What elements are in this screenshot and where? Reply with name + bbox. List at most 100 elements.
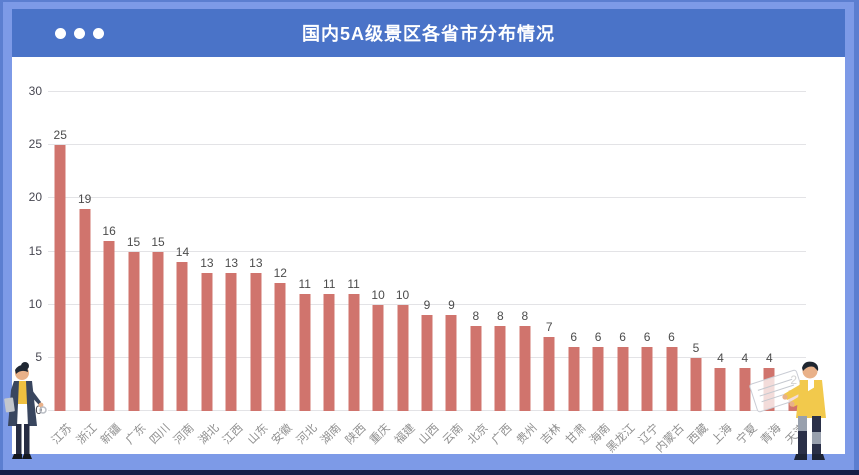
bar-浙江: [79, 208, 91, 411]
bar-slot: 8: [513, 92, 537, 411]
bar-slot: 13: [195, 92, 219, 411]
title-bar: 国内5A级景区各省市分布情况: [12, 9, 845, 57]
bar-value-label: 10: [395, 287, 410, 302]
bar-slot: 8: [464, 92, 488, 411]
bar-宁夏: [739, 368, 751, 411]
bar-slot: 11: [317, 92, 341, 411]
bar-内蒙古: [666, 347, 677, 411]
bar-value-label: 12: [273, 266, 287, 281]
woman-with-notebook-illustration: [4, 362, 47, 459]
bar-新疆: [103, 240, 115, 411]
y-tick-label: 20: [28, 190, 42, 205]
bar-slot: 13: [219, 92, 243, 411]
gridline: [48, 144, 806, 146]
bar-slot: 19: [72, 92, 96, 411]
bar-value-label: 4: [741, 351, 749, 366]
bar-河南: [176, 262, 188, 411]
bar-四川: [152, 251, 164, 411]
y-tick-label: 30: [28, 84, 42, 98]
bar-江苏: [54, 145, 66, 411]
bar-value-label: 4: [765, 351, 773, 366]
bar-slot: 15: [121, 92, 145, 411]
bar-slot: 6: [635, 92, 659, 411]
window-dot-icon[interactable]: [74, 27, 85, 39]
y-tick-label: 0: [35, 403, 42, 417]
bar-value-label: 8: [521, 308, 529, 323]
gridline: [48, 197, 806, 199]
bar-重庆: [372, 304, 384, 411]
bar-slot: 11: [341, 92, 365, 411]
bar-贵州: [519, 325, 531, 411]
bar-value-label: 10: [371, 287, 385, 302]
bar-value-label: 8: [472, 308, 480, 323]
bar-value-label: 13: [224, 255, 239, 270]
bar-value-label: 9: [448, 298, 455, 313]
bar-辽宁: [641, 347, 653, 411]
bar-云南: [445, 315, 457, 411]
chart-card: 国内5A级景区各省市分布情况 25 19 16 15 15 14 13 13 13 12 11 11 1…: [12, 9, 845, 455]
bar-海南: [592, 347, 604, 411]
bar-value-label: 14: [175, 245, 190, 260]
bar-slot: 25: [48, 92, 72, 411]
chart-title: 国内5A级景区各省市分布情况: [301, 24, 555, 44]
bar-山西: [421, 315, 433, 411]
window-dots: [55, 9, 104, 57]
y-tick-label: 10: [28, 296, 42, 311]
gridline: [48, 91, 806, 92]
bar-value-label: 11: [347, 277, 360, 292]
bar-slot: 4: [733, 92, 757, 411]
bar-slot: 8: [488, 92, 512, 411]
man-with-clipboard-illustration: [782, 361, 826, 460]
bar-广东: [128, 251, 140, 411]
bar-slot: 10: [390, 92, 414, 411]
frame-bottom-bar: [0, 470, 859, 475]
bar-slot: 5: [684, 92, 708, 411]
bar-value-label: 4: [717, 351, 724, 366]
bar-slot: 10: [366, 92, 390, 411]
bar-slot: 6: [610, 92, 634, 411]
bar-value-label: 6: [570, 330, 578, 345]
bar-slot: 13: [244, 92, 268, 411]
bar-江西: [225, 272, 237, 411]
bar-slot: 4: [708, 92, 732, 411]
bar-value-label: 8: [497, 308, 504, 323]
bar-value-label: 11: [322, 277, 336, 292]
bar-陕西: [348, 294, 360, 411]
bar-value-label: 19: [77, 191, 92, 206]
bar-广西: [494, 325, 506, 411]
bar-湖南: [323, 294, 335, 411]
bar-value-label: 15: [126, 234, 141, 249]
bar-value-label: 25: [53, 128, 67, 143]
bar-吉林: [543, 336, 555, 411]
bar-value-label: 6: [594, 330, 602, 345]
bar-value-label: 6: [643, 330, 651, 345]
bar-河北: [299, 294, 311, 411]
bar-slot: 14: [170, 92, 194, 411]
bar-value-label: 13: [249, 255, 263, 270]
bar-value-label: 16: [102, 223, 116, 238]
bar-value-label: 11: [298, 277, 311, 292]
bar-slot: 6: [659, 92, 683, 411]
window-dot-icon[interactable]: [93, 27, 104, 39]
bar-黑龙江: [617, 347, 629, 411]
bar-北京: [470, 325, 482, 411]
bar-value-label: 9: [423, 298, 431, 313]
y-tick-label: 25: [28, 137, 42, 152]
bar-value-label: 7: [545, 319, 553, 334]
bar-slot: 6: [561, 92, 585, 411]
bar-slot: 9: [415, 92, 439, 411]
bar-slot: 12: [268, 92, 292, 411]
bar-slot: 11: [293, 92, 317, 411]
window-dot-icon[interactable]: [55, 27, 66, 39]
y-tick-label: 15: [28, 243, 42, 258]
gridline: [48, 250, 806, 252]
bar-安徽: [274, 283, 286, 411]
bar-山东: [250, 272, 262, 411]
bar-slot: 16: [97, 92, 121, 411]
bar-value-label: 13: [200, 255, 214, 270]
y-tick-label: 5: [35, 349, 42, 364]
bar-value-label: 6: [668, 330, 675, 345]
bar-value-label: 5: [692, 340, 700, 355]
x-axis-labels: 江苏 浙江 新疆 广东 四川 河南 湖北 江西 山东 安徽 河北 湖南 陕西 重庆 福建 山西 云南 北京 广西 贵州…: [48, 416, 808, 462]
